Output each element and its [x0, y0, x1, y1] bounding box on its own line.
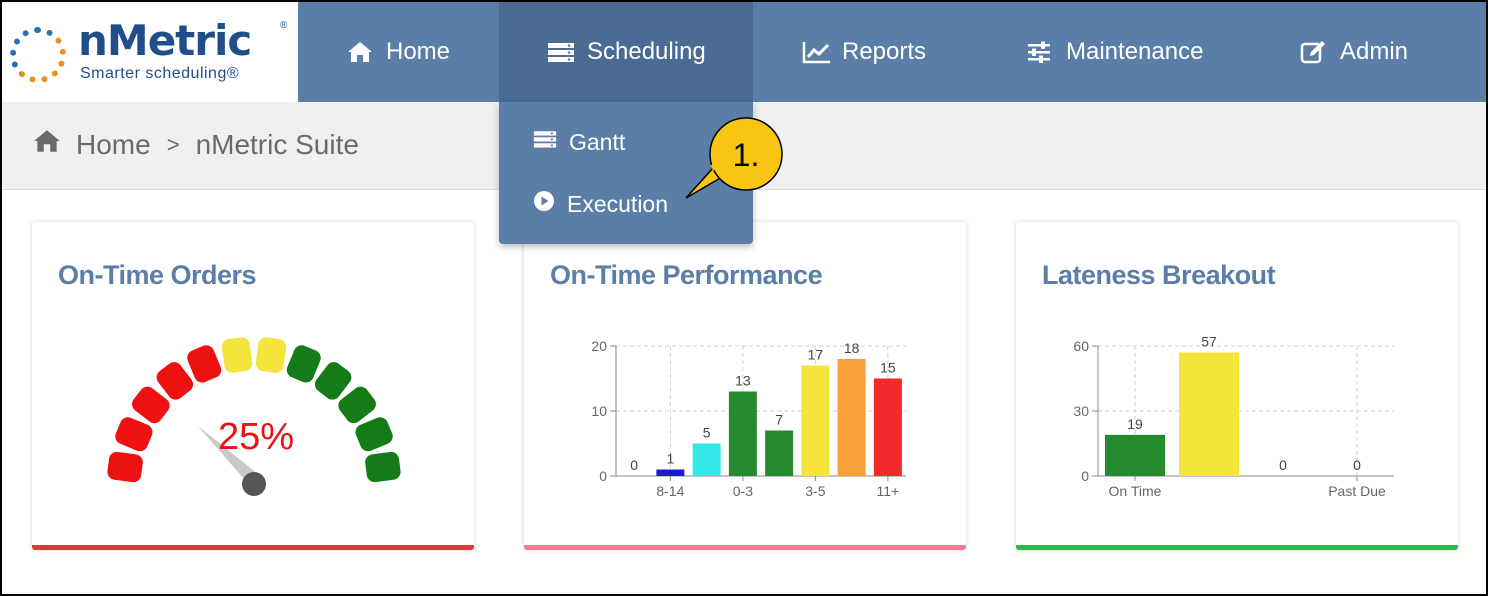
data-label: 19 [1127, 416, 1143, 432]
data-label: 0 [630, 457, 638, 473]
play-circle-icon [533, 190, 555, 218]
x-tick-label: 11+ [877, 483, 900, 499]
step-callout: 1. [685, 117, 783, 199]
gauge-value-label: 25% [218, 416, 294, 458]
card-on-time-orders: On-Time Orders 25% [32, 222, 474, 550]
line-chart-icon [802, 40, 830, 64]
gauge-chart: 25% [107, 337, 401, 496]
edit-icon [1300, 40, 1328, 64]
bar [1105, 434, 1165, 476]
logo-ring-icon [10, 27, 66, 83]
callout-label: 1. [733, 137, 760, 173]
x-tick-label: Past Due [1328, 483, 1386, 499]
gauge-segment [355, 417, 393, 452]
bar [801, 365, 830, 476]
gauge-segment [255, 337, 287, 373]
data-label: 15 [880, 360, 896, 376]
top-navigation-bar: nMetric ® Smarter scheduling® Home Sched… [2, 2, 1486, 102]
y-tick-label: 0 [599, 468, 607, 484]
nav-item-maintenance[interactable]: Maintenance [1026, 2, 1203, 102]
breadcrumb-current: nMetric Suite [195, 128, 359, 160]
card-title: Lateness Breakout [1042, 260, 1276, 290]
menu-item-execution[interactable]: Execution [533, 190, 668, 218]
x-tick-label: 3-5 [805, 483, 825, 499]
server-icon [533, 128, 557, 156]
nav-item-admin[interactable]: Admin [1300, 2, 1408, 102]
data-label: 1 [666, 451, 674, 467]
logo-tagline: Smarter scheduling® [80, 65, 240, 82]
gauge-segment [338, 386, 376, 424]
nav-item-label: Reports [842, 38, 927, 65]
breadcrumb-separator: > [166, 131, 180, 157]
gauge-segment [365, 451, 401, 483]
lateness-bar-chart: 0 30 60 19 On Time 57 0 0 Past Due [1073, 334, 1394, 499]
card-lateness-breakout: Lateness Breakout 0 30 60 19 On Time 57 0 0 Past… [1016, 222, 1458, 550]
menu-item-gantt[interactable]: Gantt [533, 128, 625, 156]
bar [656, 469, 685, 476]
breadcrumb-home-link[interactable]: Home [76, 128, 151, 160]
performance-bar-chart: 0 10 20 0 1 8-14 5 13 0-3 7 17 3-5 18 15 11+ [591, 338, 906, 499]
data-label: 17 [808, 347, 824, 363]
bar [837, 359, 866, 476]
scheduling-dropdown-menu: Gantt Execution [499, 102, 753, 244]
card-title: On-Time Performance [550, 260, 823, 290]
data-label: 0 [1353, 457, 1361, 473]
card-status-bar [1016, 545, 1458, 550]
data-label: 18 [844, 340, 860, 356]
gauge-segment [221, 337, 253, 373]
nav-item-label: Home [386, 38, 451, 65]
card-on-time-performance: On-Time Performance 0 10 20 0 1 8-14 5 13 0-3 7 17… [524, 222, 966, 550]
bar [873, 378, 902, 476]
data-label: 57 [1201, 334, 1217, 350]
server-icon [547, 40, 575, 64]
data-label: 7 [775, 412, 783, 428]
logo-name: nMetric [78, 16, 252, 65]
gauge-segment [132, 386, 170, 424]
gauge-segment [115, 417, 153, 452]
y-tick-label: 60 [1073, 338, 1089, 354]
gauge-segment [187, 345, 222, 383]
nav-item-home[interactable]: Home [346, 2, 450, 102]
gauge-segment [314, 362, 352, 400]
x-tick-label: 0-3 [733, 483, 753, 499]
sliders-icon [1026, 40, 1054, 64]
nmetric-logo[interactable]: nMetric ® Smarter scheduling® [2, 2, 298, 102]
nav-item-label: Admin [1340, 38, 1409, 65]
logo-registered-mark: ® [280, 20, 288, 31]
gauge-needle-hub [242, 472, 266, 496]
y-tick-label: 30 [1073, 403, 1089, 419]
menu-item-label: Execution [567, 190, 669, 217]
x-tick-label: On Time [1109, 483, 1162, 499]
menu-item-label: Gantt [569, 128, 626, 155]
y-tick-label: 0 [1081, 468, 1089, 484]
gauge-segment [156, 362, 194, 400]
home-icon [346, 40, 374, 64]
gauge-segment [286, 345, 321, 383]
y-tick-label: 10 [591, 403, 607, 419]
card-status-bar [524, 545, 966, 550]
y-tick-label: 20 [591, 338, 607, 354]
data-label: 0 [1279, 457, 1287, 473]
nav-item-scheduling[interactable]: Scheduling [499, 2, 753, 102]
card-title: On-Time Orders [58, 260, 257, 290]
breadcrumb: Home > nMetric Suite [32, 128, 359, 161]
gauge-segment [107, 451, 143, 483]
bar [765, 430, 794, 476]
data-label: 5 [703, 425, 711, 441]
bar [728, 391, 757, 476]
data-label: 13 [735, 373, 751, 389]
card-status-bar [32, 545, 474, 550]
x-tick-label: 8-14 [656, 483, 684, 499]
gauge-needle [198, 426, 258, 480]
bar [692, 443, 721, 476]
home-icon[interactable] [32, 128, 62, 161]
nav-item-reports[interactable]: Reports [802, 2, 926, 102]
bar [1179, 352, 1239, 476]
nav-item-label: Maintenance [1066, 38, 1204, 65]
nav-item-label: Scheduling [587, 38, 706, 65]
